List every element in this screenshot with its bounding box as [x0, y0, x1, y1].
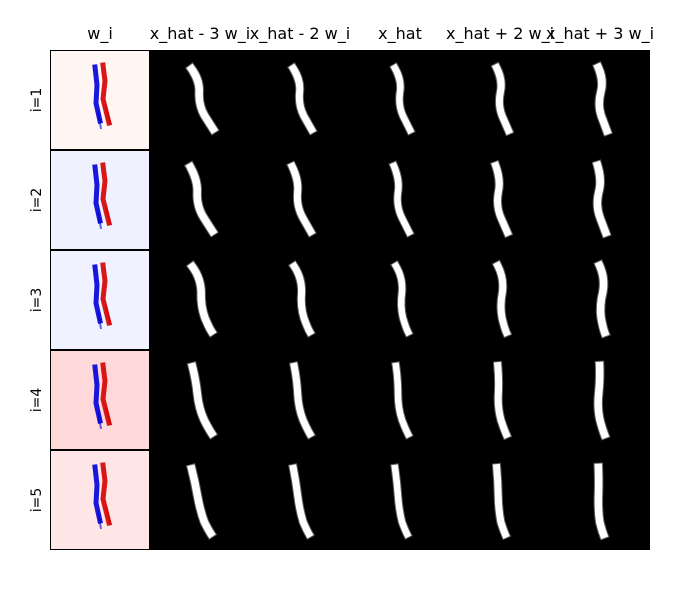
- digit-image-minus-3-row-4: [150, 350, 250, 450]
- row-label-2: i=2: [29, 187, 45, 213]
- digit-image-x-hat-row-4: [350, 350, 450, 450]
- digit-image-plus-3-row-4: [550, 350, 650, 450]
- column-title-minus-3: x_hat - 3 w_i: [149, 24, 251, 43]
- weight-image-w-i-row-1: [50, 50, 150, 150]
- row-label-3: i=3: [29, 287, 45, 313]
- weight-image-w-i-row-2: [50, 150, 150, 250]
- digit-image-plus-3-row-2: [550, 150, 650, 250]
- digit-image-x-hat-row-3: [350, 250, 450, 350]
- digit-image-plus-3-row-3: [550, 250, 650, 350]
- weight-image-w-i-row-4: [50, 350, 150, 450]
- digit-image-minus-2-row-2: [250, 150, 350, 250]
- digit-image-minus-2-row-4: [250, 350, 350, 450]
- row-label-1: i=1: [29, 87, 45, 113]
- digit-image-plus-2-row-5: [450, 450, 550, 550]
- digit-image-minus-3-row-5: [150, 450, 250, 550]
- column-title-plus-2: x_hat + 2 w_i: [445, 24, 555, 43]
- column-title-minus-2: x_hat - 2 w_i: [249, 24, 351, 43]
- column-title-w-i: w_i: [87, 24, 113, 43]
- digit-image-minus-2-row-3: [250, 250, 350, 350]
- digit-image-x-hat-row-2: [350, 150, 450, 250]
- digit-image-x-hat-row-1: [350, 50, 450, 150]
- digit-image-minus-3-row-1: [150, 50, 250, 150]
- column-title-x-hat: x_hat: [378, 24, 422, 43]
- digit-image-x-hat-row-5: [350, 450, 450, 550]
- digit-image-minus-3-row-3: [150, 250, 250, 350]
- digit-image-minus-3-row-2: [150, 150, 250, 250]
- weight-image-w-i-row-5: [50, 450, 150, 550]
- digit-image-minus-2-row-5: [250, 450, 350, 550]
- digit-image-plus-2-row-4: [450, 350, 550, 450]
- digit-image-minus-2-row-1: [250, 50, 350, 150]
- row-label-4: i=4: [29, 387, 45, 413]
- digit-image-plus-3-row-5: [550, 450, 650, 550]
- row-label-5: i=5: [29, 487, 45, 513]
- column-title-plus-3: x_hat + 3 w_i: [545, 24, 655, 43]
- digit-image-plus-2-row-1: [450, 50, 550, 150]
- digit-image-plus-3-row-1: [550, 50, 650, 150]
- digit-image-plus-2-row-2: [450, 150, 550, 250]
- digit-image-plus-2-row-3: [450, 250, 550, 350]
- weight-image-w-i-row-3: [50, 250, 150, 350]
